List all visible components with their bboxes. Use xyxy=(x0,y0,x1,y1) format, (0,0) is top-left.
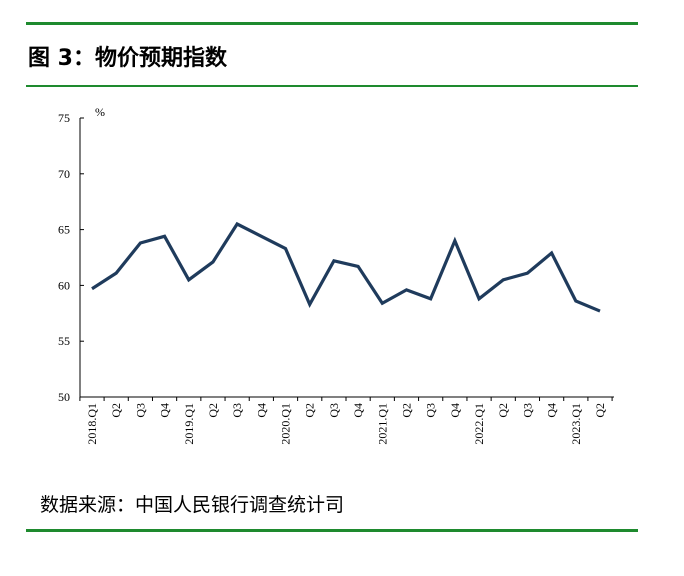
x-tick-label: Q2 xyxy=(303,403,317,418)
x-tick-label: Q3 xyxy=(520,403,534,418)
top-rule xyxy=(26,22,638,25)
y-tick-label: 65 xyxy=(58,223,70,237)
x-tick-label: Q2 xyxy=(109,403,123,418)
y-tick-label: 60 xyxy=(58,278,70,292)
x-tick-label: Q3 xyxy=(133,403,147,418)
x-tick-label: Q4 xyxy=(158,403,172,418)
figure-title: 图 3：物价预期指数 xyxy=(28,46,227,71)
x-tick-label: 2019.Q1 xyxy=(182,403,196,445)
x-tick-label: 2018.Q1 xyxy=(85,403,99,445)
x-tick-label: Q2 xyxy=(399,403,413,418)
series-layer xyxy=(91,221,601,313)
x-tick-label: Q4 xyxy=(448,403,462,418)
chart-axes xyxy=(79,117,614,401)
x-tick-label: 2020.Q1 xyxy=(279,403,293,445)
title-rule xyxy=(26,85,638,87)
bottom-rule xyxy=(26,529,638,532)
x-tick-label: Q4 xyxy=(254,403,268,418)
y-tick-label: 75 xyxy=(58,111,70,125)
x-tick-label: Q3 xyxy=(424,403,438,418)
y-tick-label: 55 xyxy=(58,334,70,348)
x-tick-label: Q2 xyxy=(496,403,510,418)
x-tick-labels: 2018.Q1 Q2 Q3 Q4 2019.Q1 Q2 Q3 Q4 2020.Q1 Q2 Q3 Q4 2… xyxy=(85,403,607,445)
x-tick-label: Q2 xyxy=(206,403,220,418)
x-tick-label: Q2 xyxy=(593,403,607,418)
x-tick-label: Q3 xyxy=(230,403,244,418)
x-tick-label: Q4 xyxy=(351,403,365,418)
x-tick-label: 2021.Q1 xyxy=(375,403,389,445)
y-unit-label: % xyxy=(95,105,105,119)
x-tick-label: 2023.Q1 xyxy=(569,403,583,445)
series-line xyxy=(91,221,601,313)
y-tick-label: 70 xyxy=(58,167,70,181)
data-source-note: 数据来源：中国人民银行调查统计司 xyxy=(40,494,345,516)
x-tick-label: Q3 xyxy=(327,403,341,418)
x-tick-label: Q4 xyxy=(545,403,559,418)
x-tick-label: 2022.Q1 xyxy=(472,403,486,445)
y-tick-label: 50 xyxy=(58,390,70,404)
y-tick-labels: 50 55 60 65 70 75 xyxy=(58,111,70,404)
